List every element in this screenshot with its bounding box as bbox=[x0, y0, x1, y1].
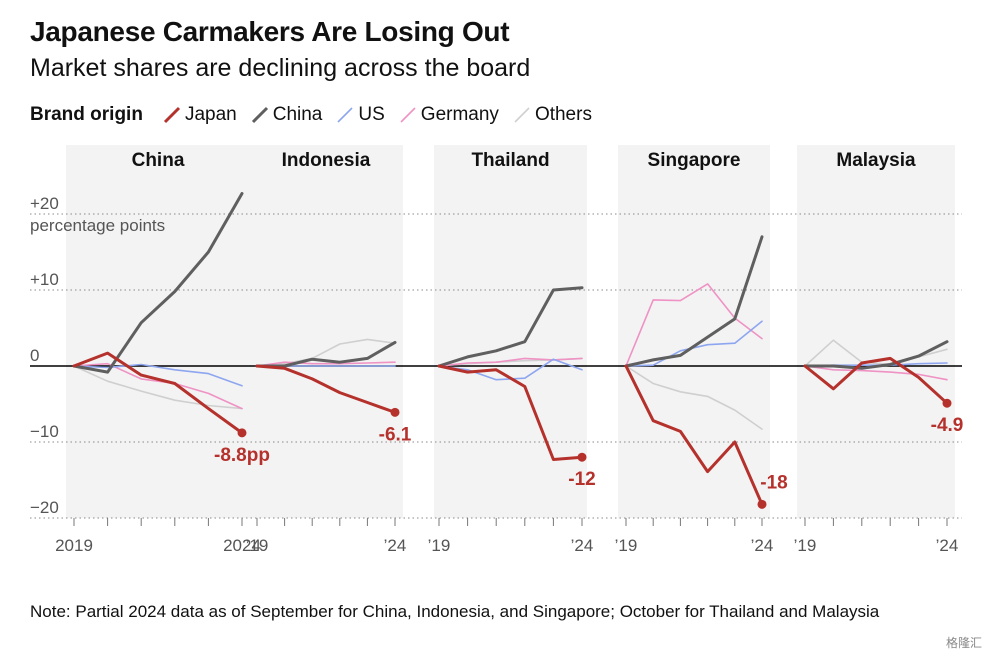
legend-label-us: US bbox=[358, 104, 385, 125]
panel-background-indonesia bbox=[249, 145, 403, 518]
series-line-others-indonesia bbox=[256, 338, 396, 367]
end-label-japan-china: -8.8pp bbox=[214, 445, 270, 466]
x-tick-label: ’19 bbox=[428, 536, 451, 555]
panel-background-malaysia bbox=[797, 145, 955, 518]
series-line-japan-singapore bbox=[624, 364, 764, 506]
end-point-japan-singapore bbox=[757, 499, 767, 509]
x-tick-label: ’19 bbox=[794, 536, 817, 555]
legend-title: Brand origin bbox=[30, 104, 143, 125]
series-line-us-china bbox=[73, 363, 243, 387]
legend-item-china: China bbox=[251, 104, 323, 126]
series-line-germany-indonesia bbox=[256, 361, 396, 367]
legend-swatch-us bbox=[337, 107, 353, 123]
panel-background-singapore bbox=[618, 145, 770, 518]
legend-label-japan: Japan bbox=[184, 104, 237, 125]
panel-title-china: China bbox=[132, 150, 185, 171]
small-multiples-chart: +20 +10 0 −10 −20 percentage points China 2019 2… bbox=[30, 145, 964, 555]
series-line-japan-malaysia bbox=[803, 356, 949, 405]
series-line-china-singapore bbox=[624, 235, 764, 368]
legend-item-us: US bbox=[336, 104, 385, 126]
x-tick-label: 2024 bbox=[223, 536, 261, 555]
legend-item-germany: Germany bbox=[399, 104, 499, 126]
y-tick-label: −20 bbox=[30, 498, 59, 517]
series-line-japan-thailand bbox=[437, 364, 584, 461]
chart-subtitle: Market shares are declining across the b… bbox=[30, 54, 531, 82]
watermark: 格隆汇 bbox=[945, 636, 982, 650]
legend-swatch-germany bbox=[400, 107, 416, 123]
x-tick-label: ’24 bbox=[936, 536, 959, 555]
end-label-japan-singapore: -18 bbox=[760, 472, 787, 493]
end-point-japan-indonesia bbox=[390, 407, 400, 417]
series-line-others-china bbox=[73, 365, 243, 410]
panel-title-indonesia: Indonesia bbox=[282, 150, 371, 171]
end-label-japan-thailand: -12 bbox=[568, 469, 595, 490]
x-tick-label: ’24 bbox=[384, 536, 407, 555]
end-point-japan-thailand bbox=[577, 452, 587, 462]
legend-swatch-japan bbox=[163, 106, 181, 124]
end-point-japan-malaysia bbox=[942, 398, 952, 408]
series-line-china-china bbox=[72, 192, 244, 374]
x-tick-label: ’19 bbox=[246, 536, 269, 555]
legend: Brand origin Japan China US Germany Othe… bbox=[30, 104, 606, 126]
legend-swatch-others bbox=[514, 107, 530, 123]
legend-item-others: Others bbox=[513, 104, 592, 126]
series-line-germany-thailand bbox=[438, 357, 583, 367]
legend-label-others: Others bbox=[534, 104, 592, 125]
chart-title: Japanese Carmakers Are Losing Out bbox=[30, 16, 510, 47]
end-label-japan-indonesia: -6.1 bbox=[379, 424, 412, 445]
x-tick-label: ’19 bbox=[615, 536, 638, 555]
panel-background-thailand bbox=[434, 145, 587, 518]
end-label-japan-malaysia: -4.9 bbox=[931, 415, 964, 436]
y-axis-unit-label: percentage points bbox=[30, 216, 165, 235]
legend-item-japan: Japan bbox=[163, 104, 237, 126]
series-line-germany-malaysia bbox=[804, 365, 948, 381]
series-line-china-malaysia bbox=[803, 340, 949, 370]
end-point-japan-china bbox=[237, 428, 247, 438]
legend-swatch-china bbox=[251, 106, 268, 124]
series-line-germany-singapore bbox=[625, 283, 763, 367]
y-tick-label: −10 bbox=[30, 422, 59, 441]
legend-label-china: China bbox=[272, 104, 323, 125]
series-line-others-singapore bbox=[625, 365, 763, 430]
x-tick-label: ’24 bbox=[571, 536, 594, 555]
y-tick-label: +20 bbox=[30, 194, 59, 213]
footnote: Note: Partial 2024 data as of September … bbox=[30, 602, 880, 621]
y-tick-label: +10 bbox=[30, 270, 59, 289]
series-line-china-indonesia bbox=[255, 340, 397, 368]
series-line-china-thailand bbox=[437, 286, 584, 368]
panel-title-singapore: Singapore bbox=[648, 150, 741, 171]
y-tick-label: 0 bbox=[30, 346, 39, 365]
legend-label-germany: Germany bbox=[420, 104, 499, 125]
series-line-japan-indonesia bbox=[255, 364, 397, 414]
panel-title-malaysia: Malaysia bbox=[836, 150, 916, 171]
series-line-japan-china bbox=[72, 351, 244, 435]
series-line-others-malaysia bbox=[804, 339, 948, 367]
panel-title-thailand: Thailand bbox=[471, 150, 549, 171]
series-line-germany-china bbox=[73, 362, 243, 410]
x-tick-label: 2019 bbox=[55, 536, 93, 555]
x-tick-label: ’24 bbox=[751, 536, 774, 555]
panel-background-china bbox=[66, 145, 250, 518]
